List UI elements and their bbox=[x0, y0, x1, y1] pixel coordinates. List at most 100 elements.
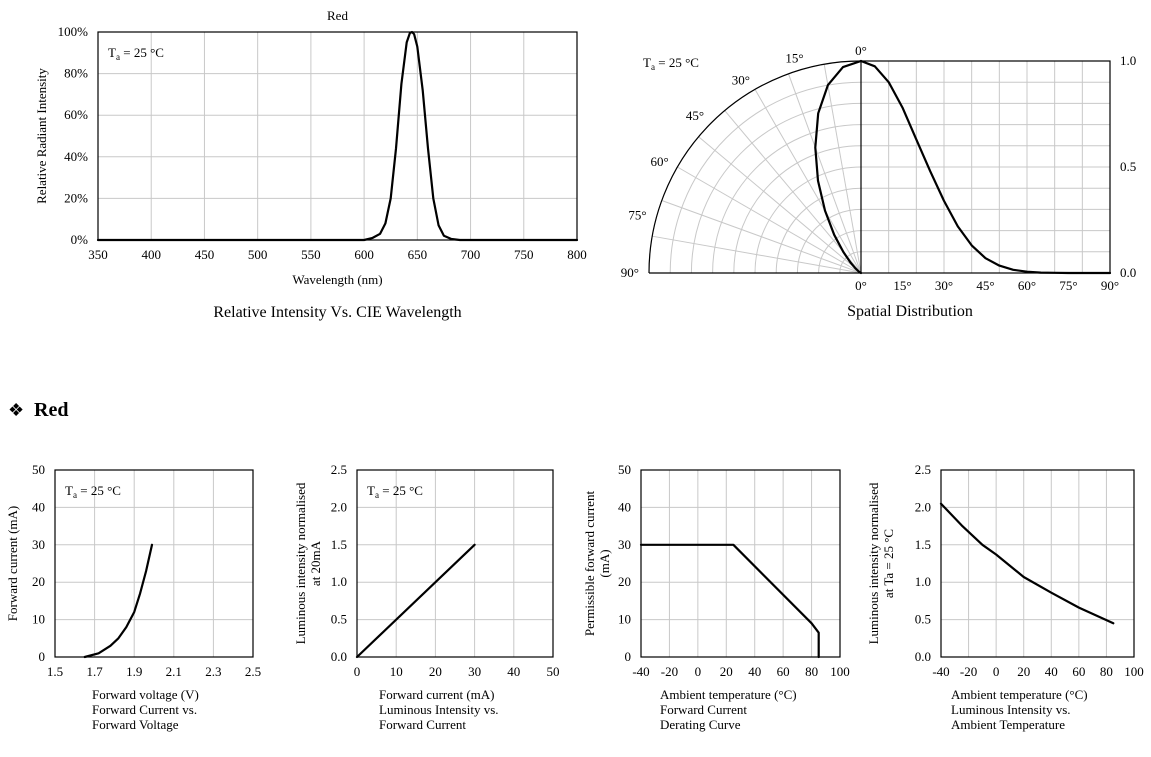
section-title: Red bbox=[34, 399, 68, 421]
temperature-annotation: Ta = 25 °C bbox=[367, 483, 423, 500]
y-tick-label: 0.5 bbox=[331, 612, 347, 627]
series-line-spatial-cartesian bbox=[859, 59, 1112, 275]
series-line-spatial-polar bbox=[814, 59, 863, 275]
series-line-iv bbox=[83, 543, 154, 659]
polar-outer-arc bbox=[648, 60, 862, 274]
y-tick-label: 50 bbox=[618, 462, 631, 477]
chart-spatial: 0° 15° 30° 45° 60° 75° 90° 0° 15° 30° 45° 60° 75° 90°… bbox=[621, 43, 1136, 320]
x-tick-label: 750 bbox=[514, 247, 534, 262]
y-tick-label: 20 bbox=[32, 574, 45, 589]
y-tick-label: 40 bbox=[32, 499, 45, 514]
x-tick-label: 60° bbox=[1018, 278, 1036, 293]
chart-caption: Forward Current vs. bbox=[92, 702, 197, 717]
plot-frame bbox=[640, 469, 841, 658]
temperature-annotation: Ta = 25 °C bbox=[643, 55, 699, 72]
chart-caption: Relative Intensity Vs. CIE Wavelength bbox=[213, 304, 461, 321]
plot-frame bbox=[940, 469, 1135, 658]
x-tick-label: 1.7 bbox=[86, 664, 103, 679]
y-tick-label: 2.5 bbox=[915, 462, 931, 477]
polar-radial bbox=[724, 110, 862, 274]
plot-frame bbox=[54, 469, 254, 658]
x-tick-label: 40 bbox=[1045, 664, 1058, 679]
polar-angle-label: 15° bbox=[785, 51, 803, 66]
plot-frame bbox=[860, 60, 1111, 274]
y-tick-label: 0.0 bbox=[915, 649, 931, 664]
x-tick-label: 450 bbox=[195, 247, 215, 262]
x-tick-label: -40 bbox=[632, 664, 649, 679]
x-tick-label: 20 bbox=[1017, 664, 1030, 679]
x-tick-label: 40 bbox=[507, 664, 520, 679]
y-tick-label: 30 bbox=[32, 537, 45, 552]
chart-caption: Forward Current bbox=[379, 717, 466, 732]
polar-radial bbox=[788, 73, 862, 274]
polar-ring bbox=[733, 145, 862, 274]
y-tick-label: 30 bbox=[618, 537, 631, 552]
chart-derating: -40 -20 0 20 40 60 80 100 0 10 20 30 40 50 Permissible… bbox=[582, 462, 850, 732]
x-axis-label: Forward voltage (V) bbox=[92, 687, 199, 702]
polar-angle-label: 45° bbox=[686, 108, 704, 123]
y-axis-label: Forward current (mA) bbox=[5, 506, 20, 622]
x-tick-label: 60 bbox=[777, 664, 790, 679]
x-axis-label: Ambient temperature (°C) bbox=[660, 687, 797, 702]
y-tick-label: 50 bbox=[32, 462, 45, 477]
polar-angle-label: 75° bbox=[628, 208, 646, 223]
x-tick-label: 700 bbox=[461, 247, 481, 262]
x-tick-label: 50 bbox=[547, 664, 560, 679]
x-tick-label: 30 bbox=[468, 664, 481, 679]
plot-frame bbox=[97, 31, 578, 241]
polar-radial bbox=[754, 89, 862, 274]
x-axis-label: Forward current (mA) bbox=[379, 687, 495, 702]
x-tick-label: 20 bbox=[720, 664, 733, 679]
x-tick-label: 2.5 bbox=[245, 664, 261, 679]
y-tick-label: 0.5 bbox=[915, 612, 931, 627]
chart-caption: Luminous Intensity vs. bbox=[379, 702, 499, 717]
y-tick-label: 10 bbox=[32, 612, 45, 627]
polar-angle-label: 0° bbox=[855, 43, 867, 58]
section-header: ❖ Red bbox=[8, 399, 68, 421]
polar-radial bbox=[823, 64, 862, 274]
temperature-annotation: Ta = 25 °C bbox=[108, 45, 164, 62]
y-axis-label: (mA) bbox=[597, 549, 612, 577]
chart-caption: Spatial Distribution bbox=[847, 303, 973, 320]
x-tick-label: 1.9 bbox=[126, 664, 142, 679]
x-tick-label: -20 bbox=[661, 664, 678, 679]
x-tick-label: 800 bbox=[567, 247, 587, 262]
x-tick-label: 15° bbox=[893, 278, 911, 293]
x-tick-label: -20 bbox=[960, 664, 977, 679]
y-axis-label: Permissible forward current bbox=[582, 491, 597, 637]
y-tick-label: 40% bbox=[64, 149, 88, 164]
x-tick-label: 80 bbox=[805, 664, 818, 679]
polar-ring bbox=[796, 208, 862, 274]
y-axis-label: Luminous intensity normalised bbox=[293, 482, 308, 644]
x-tick-label: 0 bbox=[993, 664, 1000, 679]
polar-ring bbox=[839, 251, 862, 274]
chart-caption: Ambient Temperature bbox=[951, 717, 1065, 732]
y-tick-label: 60% bbox=[64, 107, 88, 122]
chart-caption: Forward Current bbox=[660, 702, 747, 717]
y-tick-label: 0.0 bbox=[1120, 265, 1136, 280]
y-tick-label: 1.5 bbox=[331, 537, 347, 552]
y-tick-label: 0 bbox=[39, 649, 46, 664]
x-tick-label: 600 bbox=[354, 247, 374, 262]
polar-radial bbox=[677, 166, 862, 274]
x-tick-label: 650 bbox=[408, 247, 428, 262]
x-tick-label: 1.5 bbox=[47, 664, 63, 679]
polar-ring bbox=[669, 81, 862, 274]
y-tick-label: 80% bbox=[64, 66, 88, 81]
chart-caption: Luminous Intensity vs. bbox=[951, 702, 1071, 717]
x-tick-label: 60 bbox=[1072, 664, 1085, 679]
polar-ring bbox=[775, 187, 862, 274]
x-tick-label: 100 bbox=[830, 664, 850, 679]
y-axis-label: at 20mA bbox=[308, 540, 323, 586]
y-axis-label: Relative Radiant Intensity bbox=[34, 68, 49, 204]
x-tick-label: 10 bbox=[390, 664, 403, 679]
x-tick-label: 0° bbox=[855, 278, 867, 293]
x-tick-label: 500 bbox=[248, 247, 268, 262]
y-tick-label: 40 bbox=[618, 499, 631, 514]
polar-radial bbox=[652, 235, 862, 274]
y-tick-label: 20% bbox=[64, 190, 88, 205]
x-tick-label: 2.1 bbox=[166, 664, 182, 679]
x-tick-label: 40 bbox=[748, 664, 761, 679]
